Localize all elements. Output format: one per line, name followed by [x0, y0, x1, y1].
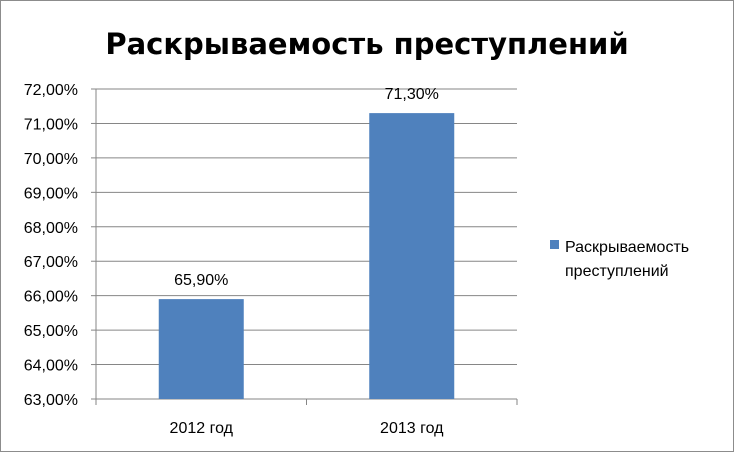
y-tick-label: 69,00% [24, 185, 78, 202]
bar [158, 299, 244, 399]
y-tick-label: 65,00% [24, 323, 78, 340]
y-tick-label: 68,00% [24, 220, 78, 237]
data-labels: 65,90% 71,30% [174, 86, 439, 289]
y-tick-label: 70,00% [24, 151, 78, 168]
y-tick-label: 72,00% [24, 82, 78, 99]
legend-label-line: преступлений [565, 263, 669, 280]
bars [158, 113, 455, 399]
legend-label-line: Раскрываемость [565, 239, 689, 256]
y-tick-label: 71,00% [24, 116, 78, 133]
data-label: 65,90% [174, 272, 228, 289]
x-tick-label: 2012 год [170, 420, 234, 437]
y-tick-label: 64,00% [24, 358, 78, 375]
y-tick-label: 63,00% [24, 392, 78, 409]
data-label: 71,30% [385, 86, 439, 103]
x-tick-labels: 2012 год 2013 год [170, 420, 445, 437]
y-tick-label: 67,00% [24, 254, 78, 271]
legend-label: Раскрываемость преступлений [565, 239, 689, 280]
bar [369, 113, 455, 399]
y-tick-label: 66,00% [24, 289, 78, 306]
legend-swatch [550, 240, 559, 249]
y-tick-labels: 63,00% 64,00% 65,00% 66,00% 67,00% 68,00% 69,0… [24, 82, 78, 409]
x-tick-label: 2013 год [380, 420, 444, 437]
legend: Раскрываемость преступлений [550, 239, 689, 280]
chart-title: Раскрываемость преступлений [105, 27, 628, 61]
